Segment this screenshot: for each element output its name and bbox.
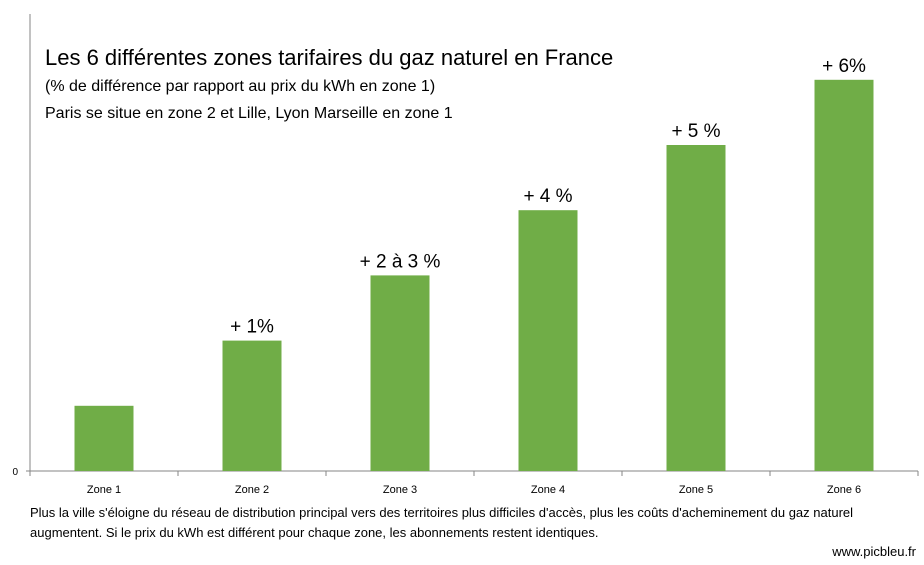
bar-2 [222,340,282,471]
x-tick-label: Zone 4 [531,484,565,496]
data-label: + 6% [822,56,866,77]
x-tick-label: Zone 2 [235,484,269,496]
chart-subtitle-2: Paris se situe en zone 2 et Lille, Lyon … [45,105,453,122]
x-tick-label: Zone 5 [679,484,713,496]
data-label: + 2 à 3 % [360,251,441,272]
x-tick-label: Zone 6 [827,484,861,496]
data-label: + 5 % [671,121,720,142]
chart-subtitle-1: (% de différence par rapport au prix du … [45,78,436,95]
bar-6 [814,79,874,472]
credit: www.picbleu.fr [832,544,916,559]
y-tick-label: 0 [12,467,18,478]
data-label: + 4 % [523,186,572,207]
data-label: + 1% [230,317,274,338]
bar-5 [666,145,726,471]
footnote: Plus la ville s'éloigne du réseau de dis… [30,505,854,540]
chart-title: Les 6 différentes zones tarifaires du ga… [45,45,614,70]
bar-4 [518,210,578,471]
x-tick-label: Zone 3 [383,484,417,496]
bar-1 [74,405,134,471]
bar-3 [370,275,430,471]
x-tick-label: Zone 1 [87,484,121,496]
